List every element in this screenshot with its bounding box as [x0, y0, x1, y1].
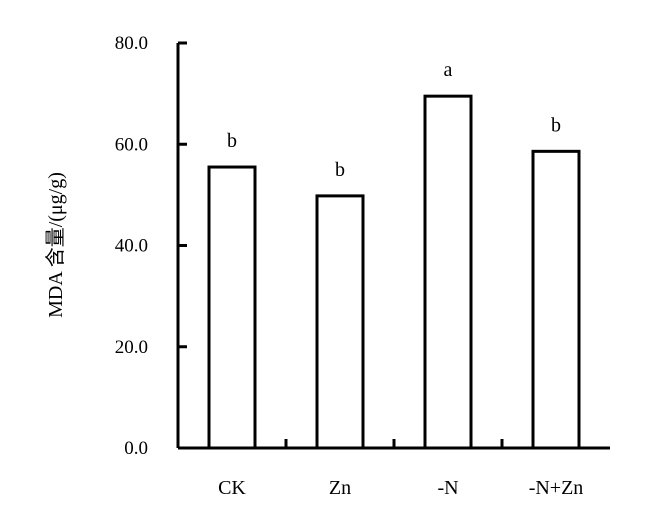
x-category-label: -N	[437, 477, 458, 499]
x-category-label: -N+Zn	[529, 477, 584, 499]
x-category-label: Zn	[329, 477, 351, 499]
y-tick-label: 60.0	[115, 134, 148, 155]
significance-letter: b	[335, 159, 345, 181]
bar	[423, 94, 473, 450]
labels: 0.0 20.0 40.0 60.0 80.0 b CK b Zn a -N b -N+Zn	[115, 33, 584, 499]
bars	[207, 94, 581, 450]
y-tick-label: 40.0	[115, 236, 148, 257]
y-tick-label: 80.0	[115, 33, 148, 54]
significance-letter: b	[551, 114, 561, 136]
bar	[207, 165, 257, 450]
y-axis-title: MDA 含量/(μg/g)	[44, 172, 67, 318]
bar	[315, 194, 365, 450]
y-tick-label: 20.0	[115, 337, 148, 358]
x-category-label: CK	[218, 477, 246, 499]
significance-letter: b	[227, 130, 237, 152]
significance-letter: a	[444, 59, 453, 81]
bar	[531, 149, 581, 450]
y-tick-label: 0.0	[124, 438, 148, 459]
